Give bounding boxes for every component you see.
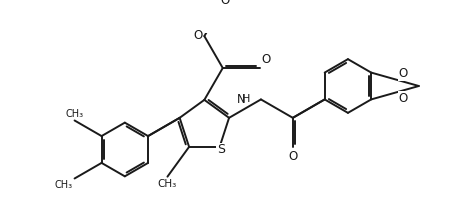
Text: O: O bbox=[262, 53, 271, 66]
Text: O: O bbox=[193, 29, 203, 42]
Text: O: O bbox=[399, 92, 408, 105]
Text: O: O bbox=[399, 67, 408, 80]
Text: CH₃: CH₃ bbox=[157, 179, 176, 189]
Text: H: H bbox=[242, 94, 250, 104]
Text: N: N bbox=[237, 93, 246, 106]
Text: S: S bbox=[217, 143, 225, 156]
Text: O: O bbox=[288, 150, 298, 163]
Text: CH₃: CH₃ bbox=[66, 109, 84, 119]
Text: CH₃: CH₃ bbox=[54, 180, 73, 190]
Text: O: O bbox=[221, 0, 230, 7]
